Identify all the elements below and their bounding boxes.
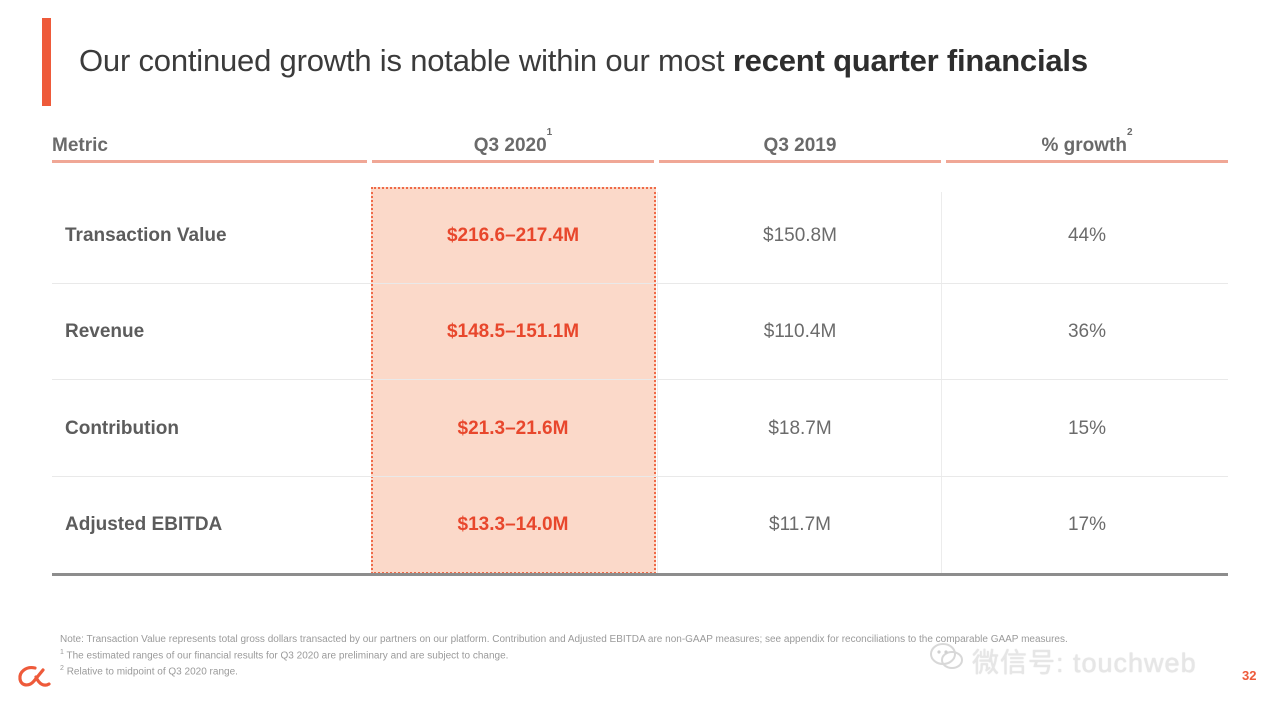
wechat-icon [930,642,964,679]
row-q3-2020: $21.3–21.6M [457,418,569,439]
header-metric-label: Metric [52,135,108,156]
table-row: Revenue $148.5–151.1M $110.4M 36% [52,284,1228,380]
footnote-note: Note: Transaction Value represents total… [60,634,1068,645]
watermark: 微信号: touchweb [930,640,1197,680]
column-rule [941,192,942,573]
header-q3-2020-footnote: 1 [546,127,553,138]
row-divider [52,379,1228,380]
watermark-text: 微信号: touchweb [972,647,1197,678]
row-metric: Adjusted EBITDA [65,514,223,535]
header-metric: Metric [52,128,367,163]
column-rule [657,192,658,573]
table-row: Contribution $21.3–21.6M $18.7M 15% [52,381,1228,477]
table-row: Transaction Value $216.6–217.4M $150.8M … [52,188,1228,284]
row-q3-2020: $148.5–151.1M [446,321,580,342]
footnote-1: 1 The estimated ranges of our financial … [60,646,1190,662]
footnote-1-marker: 1 [60,649,64,656]
row-q3-2019: $150.8M [763,225,837,246]
row-metric: Transaction Value [65,225,227,246]
title-accent-bar [42,18,51,106]
header-q3-2019: Q3 2019 [659,128,941,163]
title-regular: Our continued growth is notable within o… [79,43,725,78]
slide-title: Our continued growth is notable within o… [79,40,1088,82]
header-q3-2019-label: Q3 2019 [763,135,837,156]
row-growth: 17% [1067,514,1107,535]
affirm-logo [16,662,52,690]
header-growth: % growth2 [946,128,1228,163]
row-divider [52,476,1228,477]
row-q3-2020: $216.6–217.4M [446,225,580,246]
row-metric: Contribution [65,418,179,439]
q3-2020-highlight [371,187,656,574]
header-q3-2020-label: Q3 2020 [473,135,547,156]
footnote-1-text: The estimated ranges of our financial re… [66,650,509,662]
row-growth: 15% [1067,418,1107,439]
header-growth-footnote: 2 [1126,127,1133,138]
header-q3-2020: Q3 20201 [372,128,654,163]
row-q3-2019: $11.7M [769,514,831,535]
footnotes: Note: Transaction Value represents total… [60,633,1190,679]
footnote-2: 2 Relative to midpoint of Q3 2020 range. [60,662,1190,678]
row-q3-2020: $13.3–14.0M [457,514,569,535]
title-bold: recent quarter financials [732,43,1088,78]
row-growth: 36% [1067,321,1107,342]
row-q3-2019: $110.4M [763,321,837,342]
footnote-2-marker: 2 [60,665,64,673]
row-q3-2019: $18.7M [768,418,832,439]
row-divider [52,283,1228,284]
table-row: Adjusted EBITDA $13.3–14.0M $11.7M 17% [52,477,1228,573]
row-metric: Revenue [65,321,145,342]
page-number: 32 [1242,668,1257,683]
row-growth: 44% [1067,225,1107,246]
footnote-2-text: Relative to midpoint of Q3 2020 range. [66,666,238,678]
financials-table: Metric Q3 20201 Q3 2019 % growth2 Transa… [52,128,1228,576]
header-growth-label: % growth [1041,135,1127,156]
table-bottom-rule [52,573,1228,576]
